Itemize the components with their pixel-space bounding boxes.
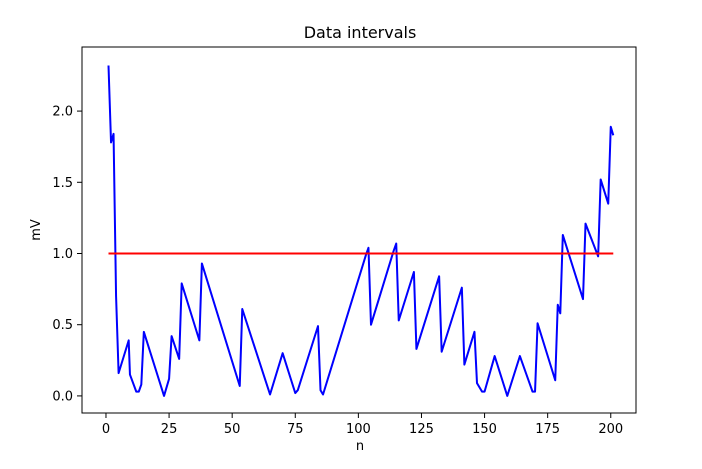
plot-frame bbox=[81, 46, 637, 414]
y-tick-label: 1.5 bbox=[52, 176, 73, 191]
x-tick-label: 175 bbox=[535, 422, 560, 437]
data-series-line bbox=[107, 65, 615, 397]
x-axis-label: n bbox=[356, 439, 364, 454]
x-tick-label: 25 bbox=[161, 422, 178, 437]
x-tick-label: 200 bbox=[598, 422, 623, 437]
chart-title: Data intervals bbox=[304, 23, 417, 42]
plot-area bbox=[107, 65, 615, 397]
y-tick-label: 1.0 bbox=[52, 247, 73, 262]
x-axis: 0 25 50 75 100 125 150 175 200 bbox=[102, 413, 623, 437]
x-tick-label: 125 bbox=[409, 422, 434, 437]
y-tick-label: 2.0 bbox=[52, 105, 73, 120]
y-axis: 0.0 0.5 1.0 1.5 2.0 bbox=[52, 105, 82, 404]
x-tick-label: 75 bbox=[287, 422, 304, 437]
x-tick-label: 50 bbox=[224, 422, 241, 437]
x-tick-label: 150 bbox=[472, 422, 497, 437]
x-tick-label: 100 bbox=[346, 422, 371, 437]
y-axis-label: mV bbox=[29, 219, 44, 241]
x-tick-label: 0 bbox=[102, 422, 110, 437]
y-tick-label: 0.0 bbox=[52, 389, 73, 404]
y-tick-label: 0.5 bbox=[52, 318, 73, 333]
